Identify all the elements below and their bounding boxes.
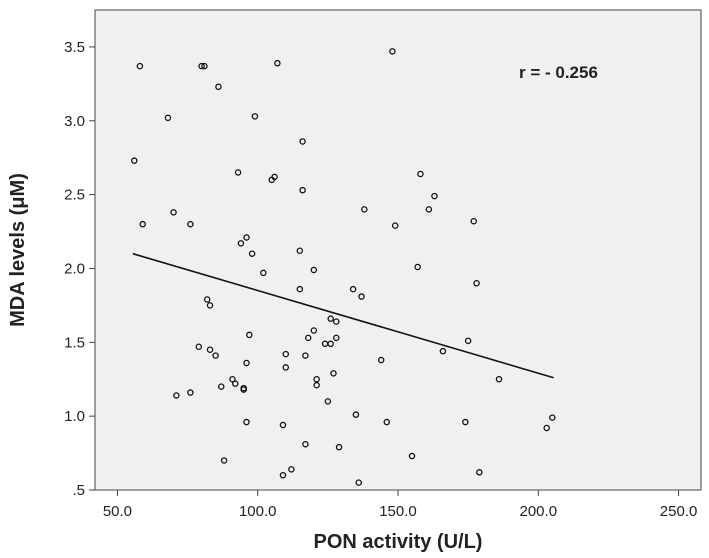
data-point bbox=[260, 269, 267, 277]
data-point bbox=[237, 240, 245, 247]
data-point bbox=[173, 392, 180, 399]
x-axis-ticks: 50.0 100.0 150.0 200.0 250.0 bbox=[103, 490, 697, 520]
y-tick-label: 2.0 bbox=[64, 260, 85, 277]
data-point bbox=[473, 279, 480, 287]
data-point bbox=[296, 285, 304, 293]
data-point bbox=[131, 157, 138, 164]
data-point bbox=[408, 452, 416, 460]
data-point bbox=[383, 418, 391, 426]
data-point bbox=[414, 263, 421, 271]
y-tick-label: 3.5 bbox=[64, 39, 85, 56]
data-point bbox=[389, 48, 396, 55]
data-point bbox=[248, 250, 256, 257]
data-point bbox=[274, 59, 281, 67]
data-point bbox=[330, 370, 337, 377]
data-point bbox=[282, 364, 290, 371]
data-point bbox=[229, 375, 236, 383]
data-point bbox=[288, 466, 295, 473]
data-point bbox=[310, 327, 318, 334]
data-point bbox=[355, 479, 362, 486]
data-point bbox=[271, 173, 278, 181]
data-point bbox=[198, 62, 205, 70]
data-point bbox=[543, 424, 550, 432]
data-point bbox=[302, 440, 309, 448]
data-point bbox=[296, 247, 304, 254]
x-axis-title: PON activity (U/L) bbox=[314, 531, 483, 553]
data-point bbox=[282, 350, 290, 358]
data-point bbox=[327, 315, 334, 322]
data-point bbox=[299, 186, 306, 194]
data-point bbox=[391, 222, 399, 229]
data-point bbox=[310, 266, 318, 274]
x-tick-label: 100.0 bbox=[239, 503, 277, 520]
data-point bbox=[201, 62, 208, 70]
data-point bbox=[164, 114, 172, 122]
x-tick-label: 200.0 bbox=[520, 503, 558, 520]
x-tick-label: 250.0 bbox=[660, 503, 698, 520]
data-point bbox=[431, 192, 438, 200]
data-point bbox=[217, 383, 225, 390]
data-point bbox=[335, 443, 343, 451]
data-point bbox=[462, 418, 469, 426]
data-point bbox=[246, 331, 253, 339]
data-point bbox=[232, 380, 239, 387]
data-point bbox=[495, 375, 503, 383]
x-tick-label: 150.0 bbox=[379, 503, 417, 520]
y-tick-label: .5 bbox=[72, 482, 85, 499]
y-tick-label: 1.5 bbox=[64, 334, 85, 351]
y-tick-label: 3.0 bbox=[64, 113, 85, 130]
data-point bbox=[243, 234, 250, 241]
data-point bbox=[243, 418, 250, 426]
data-point bbox=[203, 296, 211, 303]
y-axis-ticks: .5 1.0 1.5 2.0 2.5 3.0 3.5 bbox=[64, 39, 95, 499]
data-point bbox=[313, 375, 320, 383]
data-point bbox=[279, 471, 287, 479]
regression-line bbox=[132, 252, 554, 379]
data-point bbox=[251, 113, 259, 120]
y-axis-title: MDA levels (μM) bbox=[7, 173, 29, 327]
data-point bbox=[195, 343, 203, 350]
data-point bbox=[327, 340, 334, 348]
y-tick-label: 2.5 bbox=[64, 187, 85, 204]
data-points bbox=[131, 48, 556, 486]
data-point bbox=[464, 337, 472, 345]
data-point bbox=[476, 469, 483, 476]
data-point bbox=[279, 421, 287, 429]
data-point bbox=[170, 209, 177, 216]
plot-area bbox=[94, 9, 702, 491]
data-point bbox=[302, 352, 309, 359]
data-point bbox=[299, 138, 306, 145]
data-point bbox=[139, 220, 146, 228]
correlation-annotation: r = - 0.256 bbox=[519, 63, 598, 82]
data-point bbox=[304, 334, 312, 342]
data-point bbox=[206, 302, 214, 309]
data-point bbox=[549, 414, 556, 421]
data-point bbox=[358, 293, 365, 300]
data-point bbox=[136, 62, 144, 70]
data-point bbox=[313, 381, 320, 389]
data-point bbox=[417, 170, 424, 178]
data-point bbox=[240, 384, 247, 392]
data-point bbox=[215, 83, 222, 91]
data-point bbox=[333, 334, 340, 342]
data-point bbox=[234, 169, 242, 176]
data-point bbox=[243, 359, 250, 367]
x-tick-label: 50.0 bbox=[103, 503, 132, 520]
data-point bbox=[349, 285, 357, 293]
data-point bbox=[470, 217, 477, 225]
data-point bbox=[212, 352, 219, 359]
data-point bbox=[333, 318, 340, 325]
data-point bbox=[220, 457, 228, 464]
data-point bbox=[187, 389, 194, 396]
data-point bbox=[425, 206, 433, 213]
data-point bbox=[361, 206, 368, 213]
data-point bbox=[324, 398, 332, 405]
data-point bbox=[439, 347, 447, 355]
data-point bbox=[352, 411, 360, 418]
y-tick-label: 1.0 bbox=[64, 408, 85, 425]
data-point bbox=[187, 220, 194, 228]
data-point bbox=[206, 346, 214, 353]
data-point bbox=[377, 356, 385, 364]
